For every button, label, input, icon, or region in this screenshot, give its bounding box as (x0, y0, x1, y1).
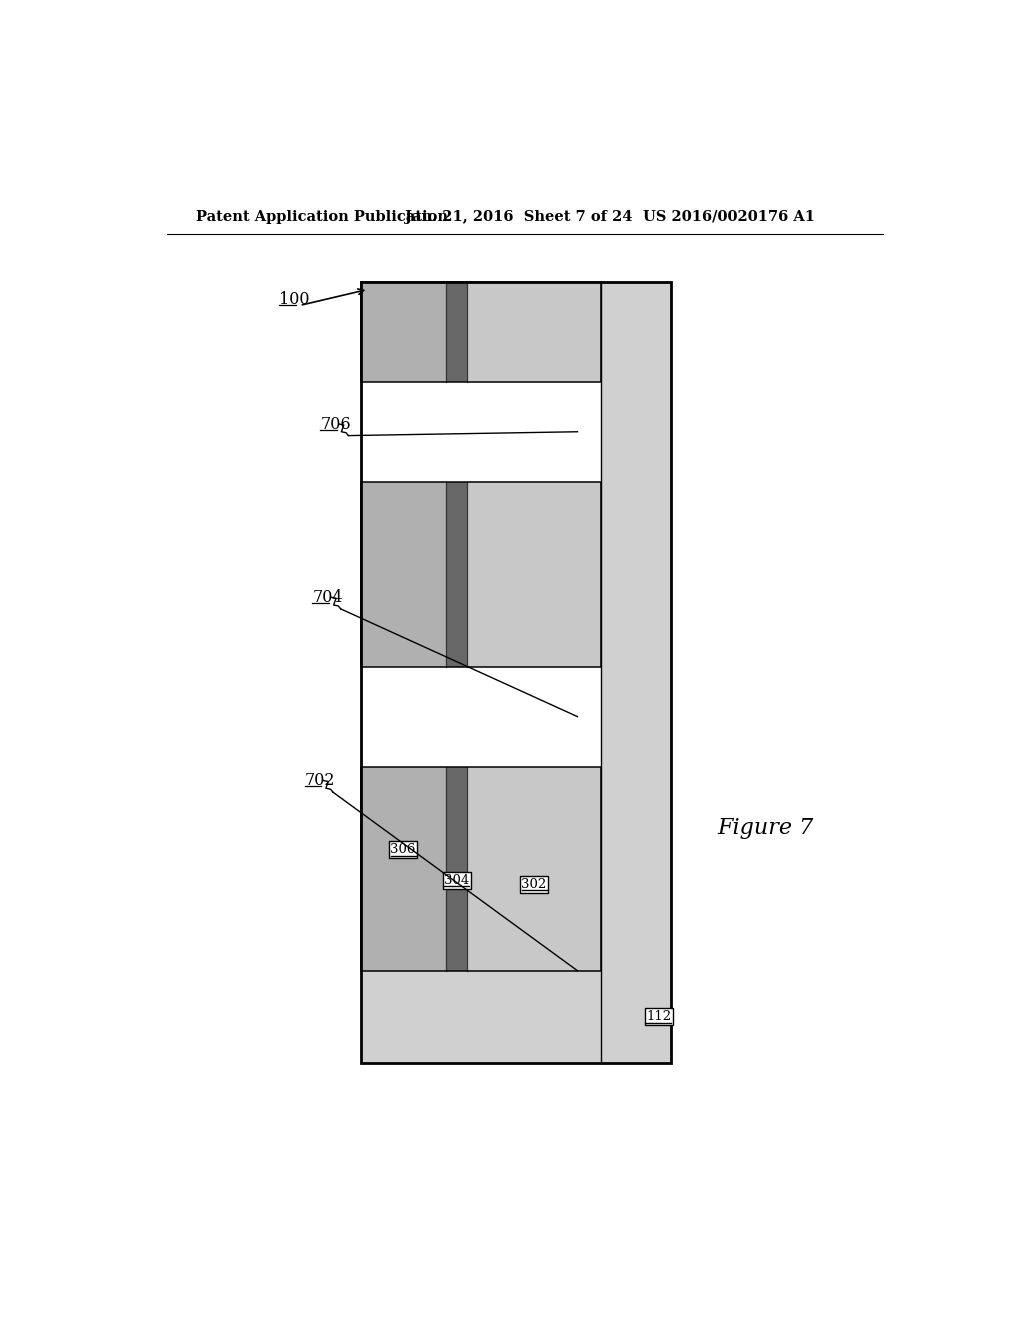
Bar (601, 281, 671, 1063)
Bar (360, 482, 601, 667)
Text: US 2016/0020176 A1: US 2016/0020176 A1 (643, 210, 815, 224)
Text: 100: 100 (280, 290, 309, 308)
Text: 704: 704 (312, 589, 343, 606)
Bar (467, 482, 601, 667)
Text: 706: 706 (321, 416, 351, 433)
Text: Figure 7: Figure 7 (717, 817, 813, 840)
Bar (360, 281, 445, 381)
Bar (442, 871, 471, 888)
Bar (360, 281, 671, 1063)
Bar (445, 281, 467, 381)
Bar (360, 281, 601, 381)
Text: 304: 304 (444, 874, 469, 887)
Bar (360, 767, 445, 970)
Text: Jan. 21, 2016  Sheet 7 of 24: Jan. 21, 2016 Sheet 7 of 24 (406, 210, 633, 224)
Bar (360, 767, 601, 970)
Text: 112: 112 (646, 1010, 672, 1023)
Bar (360, 970, 671, 1063)
Bar (360, 482, 445, 667)
Text: Patent Application Publication: Patent Application Publication (197, 210, 449, 224)
Text: 302: 302 (521, 878, 547, 891)
Bar (445, 482, 467, 667)
Text: 702: 702 (305, 772, 335, 789)
Text: 306: 306 (390, 843, 416, 855)
Bar (645, 1008, 673, 1026)
Bar (389, 841, 417, 858)
Bar (467, 767, 601, 970)
Bar (445, 767, 467, 970)
Bar (520, 875, 548, 892)
Bar (360, 281, 671, 1063)
Bar (467, 281, 601, 381)
